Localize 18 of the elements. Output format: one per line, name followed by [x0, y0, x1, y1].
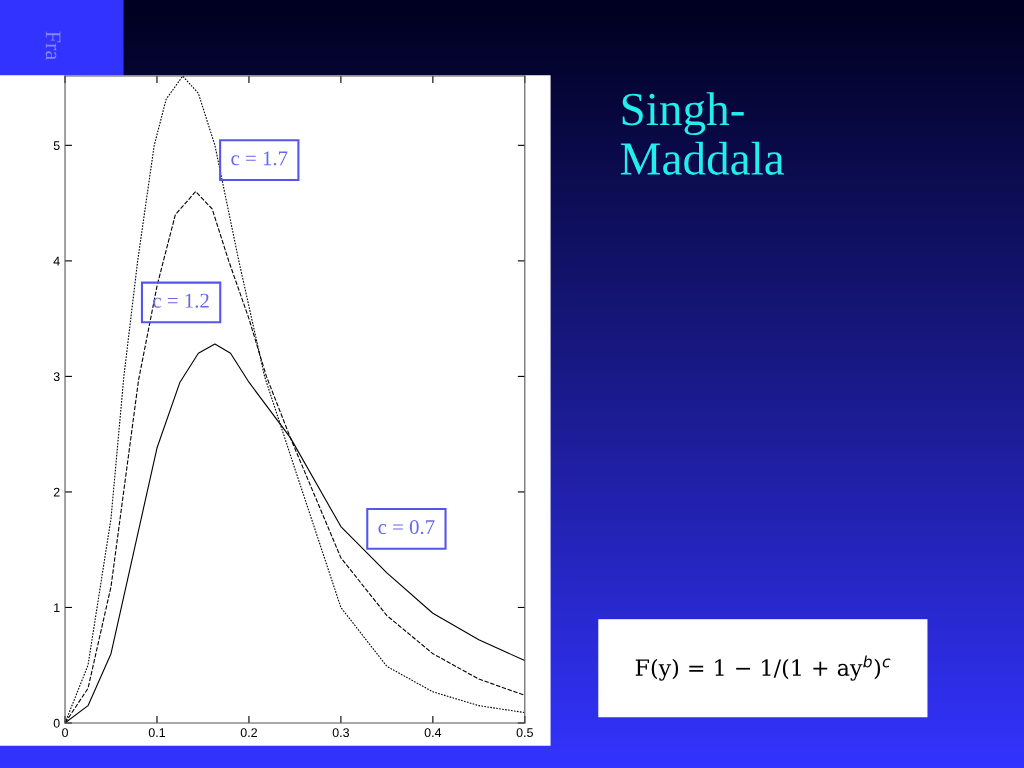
- y-tick-label: 1: [54, 603, 60, 612]
- x-tick-label: 0.2: [240, 728, 257, 738]
- y-tick-label: 4: [53, 256, 60, 266]
- y-tick-label: 0: [53, 718, 60, 728]
- annotation: c = 0.7: [378, 520, 435, 535]
- x-tick-label: 0: [62, 728, 69, 738]
- annotation: c = 1.7: [231, 151, 288, 166]
- annotation: c = 1.2: [153, 293, 209, 308]
- text: Singh- Maddala: [620, 92, 785, 175]
- x-tick-label: 0.5: [516, 728, 533, 738]
- y-tick-label: 3: [53, 372, 60, 382]
- y-tick-label: 5: [53, 141, 60, 150]
- text: F(y) = 1 − 1/(1 + ay$^{b}$)$^{c}$: [635, 655, 891, 681]
- x-tick-label: 0.4: [424, 728, 442, 738]
- y-tick-label: 2: [53, 487, 60, 497]
- chart-subtitle: Fra: [45, 31, 61, 61]
- x-tick-label: 0.3: [332, 728, 350, 738]
- x-tick-label: 0.1: [148, 728, 166, 738]
